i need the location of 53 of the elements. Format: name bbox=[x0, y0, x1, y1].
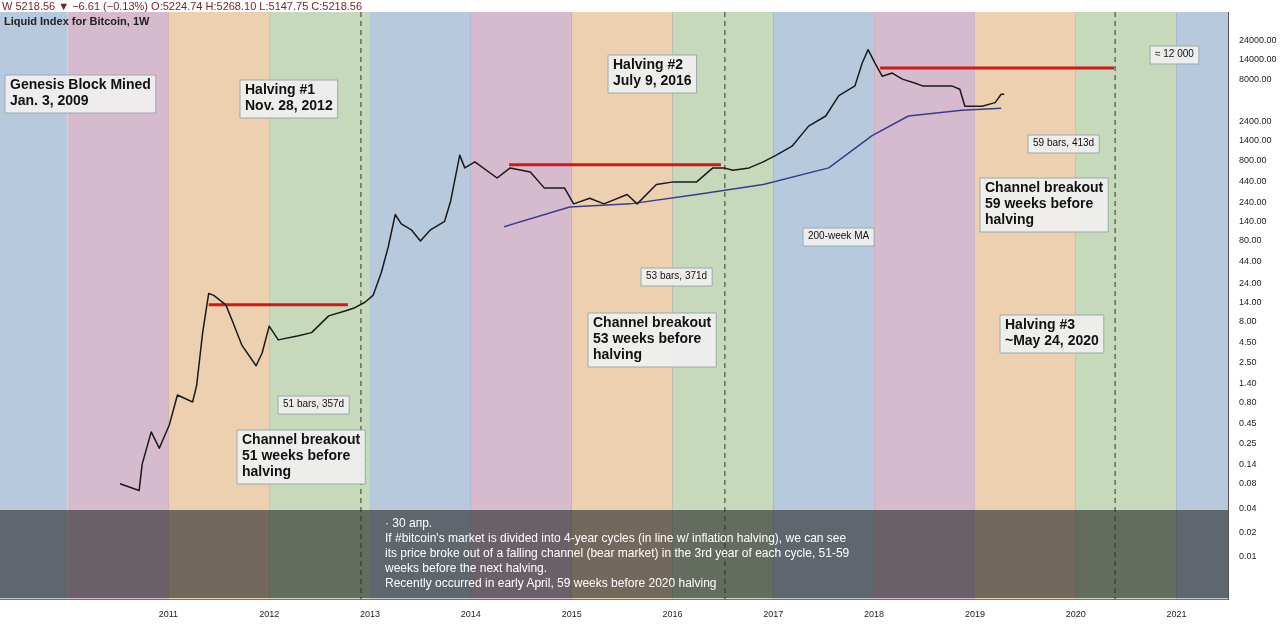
annotation: 53 bars, 371d bbox=[646, 269, 708, 281]
y-tick-label: 140.00 bbox=[1239, 215, 1267, 226]
annotation: · 30 апр. bbox=[385, 516, 434, 531]
y-tick-label: 1400.00 bbox=[1239, 134, 1272, 145]
annotation: 59 bars, 413d bbox=[1033, 136, 1095, 148]
x-tick-label: 2011 bbox=[158, 609, 179, 620]
y-tick-label: 240.00 bbox=[1239, 196, 1267, 207]
annotation: Genesis Block Mined Jan. 3, 2009 bbox=[10, 75, 151, 108]
y-tick-label: 0.25 bbox=[1239, 438, 1257, 449]
y-tick-label: 0.45 bbox=[1239, 417, 1257, 428]
annotation: Halving #3 ~May 24, 2020 bbox=[1005, 315, 1100, 348]
x-tick-label: 2013 bbox=[360, 609, 381, 620]
annotation: 200-week MA bbox=[808, 229, 870, 241]
y-tick-label: 1.40 bbox=[1239, 377, 1257, 388]
annotation: ≈ 12 000 bbox=[1155, 47, 1195, 59]
x-tick-label: 2020 bbox=[1065, 609, 1086, 620]
y-tick-label: 8000.00 bbox=[1239, 73, 1272, 84]
chart-subtitle: W 5218.56 ▼ −6.61 (−0.13%) O:5224.74 H:5268.10 L:5147.75 C:5218.56 bbox=[2, 0, 363, 12]
annotation: Channel breakout 59 weeks before halving bbox=[985, 178, 1104, 227]
x-tick-label: 2016 bbox=[662, 609, 683, 620]
annotation: If #bitcoin's market is divided into 4-year cycles (in line w/ inflation halving), we can see its price broke out of a falling channel (bear market) in the 3rd year of each cycle, 51-59 weeks before the next halving. bbox=[385, 531, 851, 576]
y-tick-label: 2400.00 bbox=[1239, 115, 1272, 126]
y-tick-label: 14.00 bbox=[1239, 296, 1262, 307]
x-tick-label: 2015 bbox=[561, 609, 582, 620]
y-tick-label: 800.00 bbox=[1239, 154, 1267, 165]
x-tick-label: 2018 bbox=[864, 609, 885, 620]
y-tick-label: 4.50 bbox=[1239, 336, 1257, 347]
annotation: Halving #1 Nov. 28, 2012 bbox=[245, 80, 333, 113]
x-tick-label: 2017 bbox=[763, 609, 784, 620]
y-tick-label: 0.01 bbox=[1239, 551, 1257, 562]
x-tick-label: 2014 bbox=[460, 609, 481, 620]
y-tick-label: 8.00 bbox=[1239, 316, 1257, 327]
annotation: Halving #2 July 9, 2016 bbox=[613, 55, 692, 88]
y-tick-label: 0.80 bbox=[1239, 397, 1257, 408]
y-tick-label: 24.00 bbox=[1239, 277, 1262, 288]
y-tick-label: 14000.00 bbox=[1239, 53, 1277, 64]
y-tick-label: 80.00 bbox=[1239, 235, 1262, 246]
x-tick-label: 2012 bbox=[259, 609, 280, 620]
y-tick-label: 0.14 bbox=[1239, 458, 1257, 469]
y-tick-label: 0.04 bbox=[1239, 502, 1257, 513]
annotation: Channel breakout 53 weeks before halving bbox=[593, 313, 712, 362]
y-tick-label: 24000.00 bbox=[1239, 34, 1277, 45]
y-tick-label: 440.00 bbox=[1239, 175, 1267, 186]
x-tick-label: 2019 bbox=[964, 609, 985, 620]
y-tick-label: 44.00 bbox=[1239, 256, 1262, 267]
annotation: Channel breakout 51 weeks before halving bbox=[242, 430, 361, 479]
y-tick-label: 0.08 bbox=[1239, 478, 1257, 489]
chart-title: Liquid Index for Bitcoin, 1W bbox=[4, 14, 151, 27]
y-tick-label: 0.02 bbox=[1239, 527, 1257, 537]
y-tick-label: 2.50 bbox=[1239, 357, 1257, 368]
x-tick-label: 2021 bbox=[1166, 609, 1187, 620]
annotation: 51 bars, 357d bbox=[283, 397, 345, 409]
annotation: Recently occurred in early April, 59 weeks before 2020 halving bbox=[385, 576, 718, 591]
